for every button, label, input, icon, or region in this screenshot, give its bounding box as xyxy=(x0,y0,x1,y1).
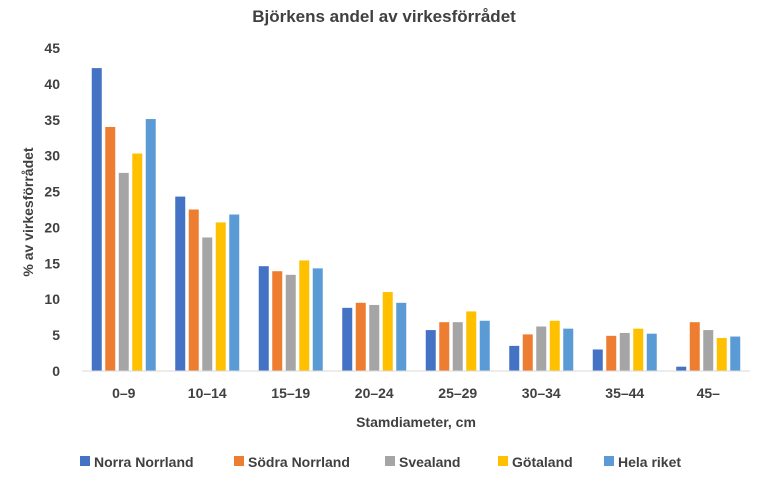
bar-norra-norrland-7 xyxy=(676,366,687,371)
y-tick-label: 15 xyxy=(44,255,60,271)
bar-svealand-1 xyxy=(202,237,213,371)
bar-götaland-0 xyxy=(132,153,143,371)
legend: Norra Norrland Södra Norrland Svealand Göta… xyxy=(80,454,681,470)
bar-hela-riket-5 xyxy=(563,328,574,371)
y-tick-label: 45 xyxy=(44,40,60,56)
bar-hela-riket-6 xyxy=(646,333,657,371)
x-tick-label: 10–14 xyxy=(188,385,227,401)
bar-hela-riket-4 xyxy=(479,320,490,371)
bar-svealand-0 xyxy=(118,172,129,371)
bar-hela-riket-0 xyxy=(145,119,156,371)
bar-södra-norrland-6 xyxy=(606,335,617,371)
y-tick-label: 0 xyxy=(52,363,60,379)
legend-swatch xyxy=(604,456,614,466)
bar-södra-norrland-3 xyxy=(355,302,366,371)
bar-götaland-5 xyxy=(549,320,560,371)
y-tick-label: 5 xyxy=(52,327,60,343)
bar-svealand-4 xyxy=(452,322,463,371)
bar-södra-norrland-0 xyxy=(105,126,116,372)
bar-svealand-2 xyxy=(285,274,296,371)
x-tick-label: 30–34 xyxy=(522,385,561,401)
bar-götaland-6 xyxy=(633,328,644,371)
y-axis-label: % av virkesförrådet xyxy=(20,147,36,277)
y-tick-label: 20 xyxy=(44,219,60,235)
bar-norra-norrland-4 xyxy=(425,330,436,371)
legend-label: Södra Norrland xyxy=(248,454,350,470)
bars xyxy=(91,68,741,372)
y-tick-label: 30 xyxy=(44,148,60,164)
bar-södra-norrland-7 xyxy=(689,322,700,371)
bar-hela-riket-1 xyxy=(229,214,240,371)
x-axis-ticks: 0–9 10–14 15–19 20–24 25–29 30–34 35–44 45– xyxy=(112,385,720,401)
bar-götaland-3 xyxy=(382,292,393,371)
x-axis-label: Stamdiameter, cm xyxy=(356,414,476,430)
y-axis-ticks: 0 5 10 15 20 25 30 35 40 45 xyxy=(44,40,60,379)
x-tick-label: 45– xyxy=(697,385,721,401)
x-tick-label: 25–29 xyxy=(438,385,477,401)
bar-norra-norrland-1 xyxy=(175,196,186,371)
legend-swatch xyxy=(234,456,244,466)
bar-götaland-1 xyxy=(215,222,226,371)
legend-swatch xyxy=(385,456,395,466)
legend-label: Norra Norrland xyxy=(94,454,194,470)
x-tick-label: 15–19 xyxy=(271,385,310,401)
bar-svealand-6 xyxy=(619,332,630,371)
x-tick-label: 0–9 xyxy=(112,385,136,401)
bar-svealand-3 xyxy=(369,304,380,371)
bar-södra-norrland-2 xyxy=(272,271,283,371)
legend-label: Götaland xyxy=(512,454,573,470)
legend-swatch xyxy=(498,456,508,466)
bar-hela-riket-3 xyxy=(396,302,407,371)
bar-hela-riket-2 xyxy=(312,268,323,371)
chart-title: Björkens andel av virkesförrådet xyxy=(252,7,516,26)
bar-götaland-2 xyxy=(299,260,310,371)
bar-norra-norrland-0 xyxy=(91,68,102,371)
bar-götaland-7 xyxy=(716,337,727,371)
bar-norra-norrland-5 xyxy=(509,345,520,371)
bar-norra-norrland-2 xyxy=(258,266,269,371)
bar-södra-norrland-1 xyxy=(188,209,199,371)
y-tick-label: 35 xyxy=(44,112,60,128)
bar-södra-norrland-5 xyxy=(522,334,533,371)
bar-södra-norrland-4 xyxy=(439,322,450,371)
y-tick-label: 40 xyxy=(44,76,60,92)
legend-label: Hela riket xyxy=(618,454,681,470)
legend-swatch xyxy=(80,456,90,466)
x-tick-label: 20–24 xyxy=(355,385,394,401)
bar-götaland-4 xyxy=(466,311,477,371)
x-tick-label: 35–44 xyxy=(605,385,644,401)
bar-svealand-5 xyxy=(536,326,547,371)
y-tick-label: 25 xyxy=(44,184,60,200)
bar-svealand-7 xyxy=(703,330,714,371)
bar-norra-norrland-6 xyxy=(592,349,603,371)
bar-norra-norrland-3 xyxy=(342,307,353,371)
bar-hela-riket-7 xyxy=(730,336,741,371)
legend-label: Svealand xyxy=(399,454,460,470)
y-tick-label: 10 xyxy=(44,291,60,307)
